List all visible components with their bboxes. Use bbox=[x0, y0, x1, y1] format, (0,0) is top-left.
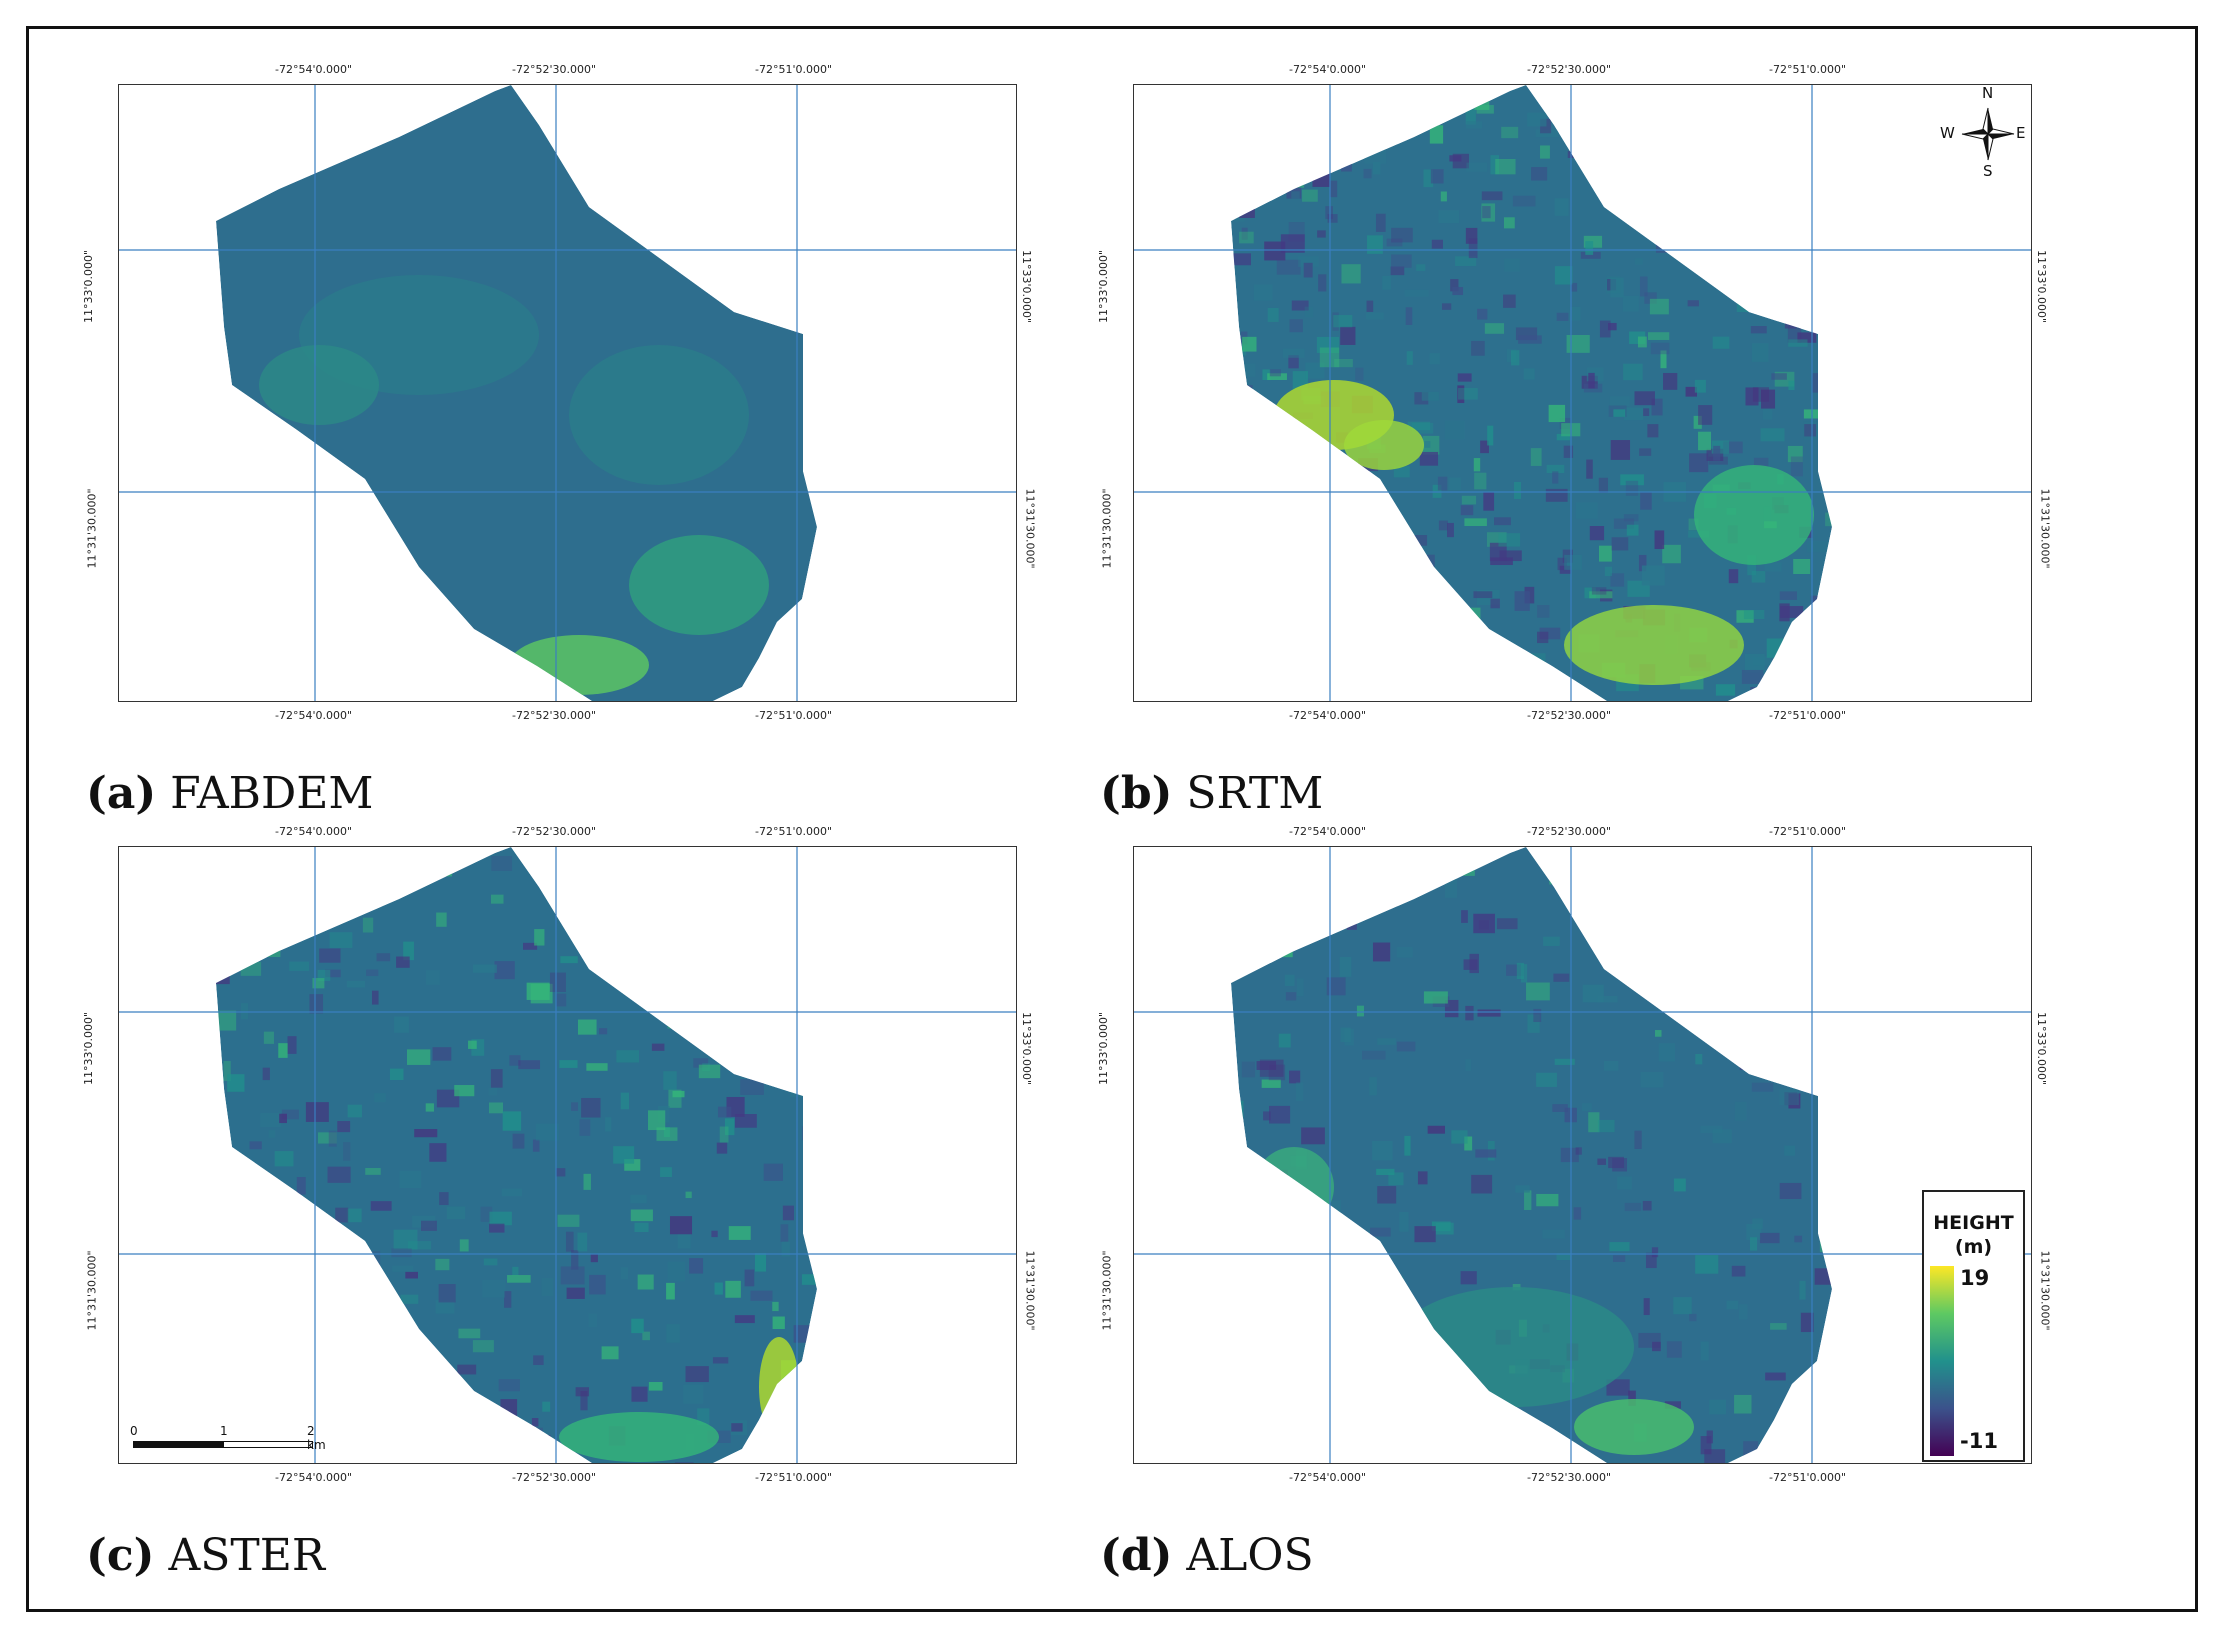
caption-a-letter: (a) bbox=[86, 768, 157, 819]
compass-rose: N S E W bbox=[1940, 84, 2026, 180]
study-area bbox=[1231, 85, 1832, 701]
caption-c: (c) ASTER bbox=[86, 1530, 325, 1581]
study-area bbox=[1231, 847, 1832, 1463]
scale-label-0: 0 bbox=[130, 1424, 138, 1438]
lat-right-2: 11°31'30.000" bbox=[1023, 488, 1037, 569]
lat-right-1: 11°33'0.000" bbox=[1020, 1011, 1034, 1086]
study-area bbox=[216, 85, 817, 701]
compass-icon bbox=[1961, 107, 2015, 161]
lat-right-2: 11°31'30.000" bbox=[1023, 1250, 1037, 1331]
map-fabdem-canvas bbox=[119, 85, 1016, 701]
lat-right-1: 11°33'0.000" bbox=[2035, 1011, 2049, 1086]
caption-b-name: SRTM bbox=[1186, 768, 1324, 819]
caption-d: (d) ALOS bbox=[1100, 1530, 1314, 1581]
lat-right-1: 11°33'0.000" bbox=[2035, 249, 2049, 324]
figure-frame bbox=[26, 26, 2198, 1612]
caption-c-name: ASTER bbox=[168, 1530, 325, 1581]
height-legend: HEIGHT (m) 19 -11 bbox=[1922, 1190, 2025, 1462]
lon-bottom-1: -72°54'0.000" bbox=[1289, 1471, 1367, 1484]
lon-top-1: -72°54'0.000" bbox=[275, 825, 353, 838]
legend-color-ramp bbox=[1930, 1266, 1954, 1456]
compass-s: S bbox=[1983, 162, 1993, 180]
lon-bottom-2: -72°52'30.000" bbox=[512, 709, 597, 722]
scale-bar-black bbox=[133, 1441, 223, 1448]
lat-left-1: 11°33'0.000" bbox=[82, 1011, 96, 1086]
lat-left-1: 11°33'0.000" bbox=[82, 249, 96, 324]
lon-top-3: -72°51'0.000" bbox=[755, 63, 833, 76]
legend-max: 19 bbox=[1960, 1266, 1990, 1290]
lat-right-1: 11°33'0.000" bbox=[1020, 249, 1034, 324]
lon-bottom-2: -72°52'30.000" bbox=[1527, 709, 1612, 722]
lon-bottom-3: -72°51'0.000" bbox=[1769, 709, 1847, 722]
caption-b: (b) SRTM bbox=[1100, 768, 1323, 819]
caption-d-name: ALOS bbox=[1186, 1530, 1314, 1581]
lat-left-2: 11°31'30.000" bbox=[1100, 1250, 1114, 1331]
study-area bbox=[216, 847, 817, 1463]
map-alos-canvas bbox=[1134, 847, 2031, 1463]
map-srtm-canvas bbox=[1134, 85, 2031, 701]
lat-left-1: 11°33'0.000" bbox=[1097, 1011, 1111, 1086]
lon-top-2: -72°52'30.000" bbox=[512, 63, 597, 76]
lon-bottom-2: -72°52'30.000" bbox=[1527, 1471, 1612, 1484]
lat-left-2: 11°31'30.000" bbox=[85, 488, 99, 569]
scale-label-1: 1 bbox=[220, 1424, 228, 1438]
map-alos[interactable] bbox=[1133, 846, 2032, 1464]
lon-bottom-1: -72°54'0.000" bbox=[275, 1471, 353, 1484]
compass-w: W bbox=[1940, 124, 1955, 142]
caption-d-letter: (d) bbox=[1100, 1530, 1173, 1581]
lon-top-1: -72°54'0.000" bbox=[1289, 825, 1367, 838]
legend-title-line1: HEIGHT bbox=[1933, 1212, 2014, 1234]
lon-top-2: -72°52'30.000" bbox=[1527, 825, 1612, 838]
caption-a: (a) FABDEM bbox=[86, 768, 373, 819]
lat-right-2: 11°31'30.000" bbox=[2038, 488, 2052, 569]
lon-top-3: -72°51'0.000" bbox=[1769, 63, 1847, 76]
lon-bottom-3: -72°51'0.000" bbox=[755, 1471, 833, 1484]
caption-c-letter: (c) bbox=[86, 1530, 155, 1581]
caption-b-letter: (b) bbox=[1100, 768, 1173, 819]
lon-top-1: -72°54'0.000" bbox=[275, 63, 353, 76]
legend-min: -11 bbox=[1960, 1429, 1998, 1453]
lon-top-3: -72°51'0.000" bbox=[755, 825, 833, 838]
lon-bottom-3: -72°51'0.000" bbox=[755, 709, 833, 722]
lon-bottom-2: -72°52'30.000" bbox=[512, 1471, 597, 1484]
legend-title-line2: (m) bbox=[1954, 1236, 1993, 1258]
caption-a-name: FABDEM bbox=[170, 768, 374, 819]
lon-bottom-1: -72°54'0.000" bbox=[1289, 709, 1367, 722]
lon-top-2: -72°52'30.000" bbox=[512, 825, 597, 838]
map-aster-canvas bbox=[119, 847, 1016, 1463]
lon-bottom-1: -72°54'0.000" bbox=[275, 709, 353, 722]
lat-left-1: 11°33'0.000" bbox=[1097, 249, 1111, 324]
map-fabdem[interactable] bbox=[118, 84, 1017, 702]
lat-left-2: 11°31'30.000" bbox=[1100, 488, 1114, 569]
lon-bottom-3: -72°51'0.000" bbox=[1769, 1471, 1847, 1484]
scale-label-2: 2 km bbox=[307, 1424, 326, 1452]
lat-left-2: 11°31'30.000" bbox=[85, 1250, 99, 1331]
scale-bar: 0 1 2 km bbox=[130, 1424, 326, 1452]
lat-right-2: 11°31'30.000" bbox=[2038, 1250, 2052, 1331]
map-srtm[interactable] bbox=[1133, 84, 2032, 702]
map-aster[interactable]: 0 1 2 km bbox=[118, 846, 1017, 1464]
lon-top-1: -72°54'0.000" bbox=[1289, 63, 1367, 76]
compass-n: N bbox=[1982, 84, 1994, 102]
lon-top-3: -72°51'0.000" bbox=[1769, 825, 1847, 838]
compass-e: E bbox=[2016, 124, 2026, 142]
lon-top-2: -72°52'30.000" bbox=[1527, 63, 1612, 76]
scale-bar-white bbox=[223, 1441, 313, 1448]
